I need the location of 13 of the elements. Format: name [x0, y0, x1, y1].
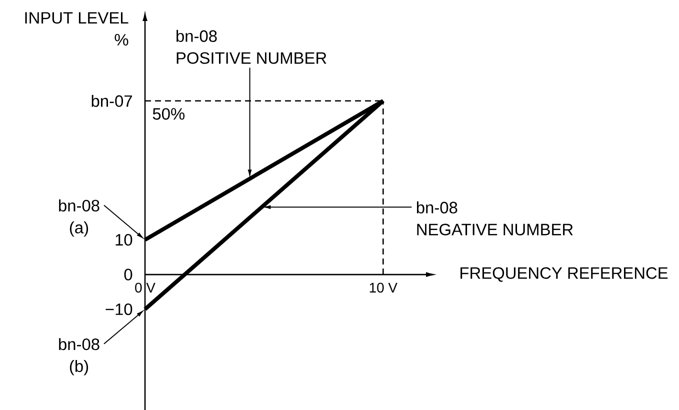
annotation: bn-08 NEGATIVE NUMBER — [416, 201, 573, 236]
y-tick-label: bn-07 — [92, 94, 132, 107]
annotation: bn-08 (a) — [59, 199, 100, 237]
y-tick-label: 10 — [116, 234, 132, 246]
annotation: bn-08 (b) — [59, 338, 100, 376]
annotation: bn-08 POSITIVE NUMBER — [176, 30, 326, 64]
x-tick-label: 0 V — [135, 282, 156, 293]
y-tick-label: 0 — [124, 268, 132, 280]
y-tick-label: −10 — [106, 303, 132, 316]
ref-line-label: 50% — [152, 108, 185, 120]
x-tick-label: 10 V — [370, 282, 398, 293]
x-axis-title: FREQUENCY REFERENCE — [460, 267, 668, 282]
y-axis-title: INPUT LEVEL % — [25, 12, 128, 46]
